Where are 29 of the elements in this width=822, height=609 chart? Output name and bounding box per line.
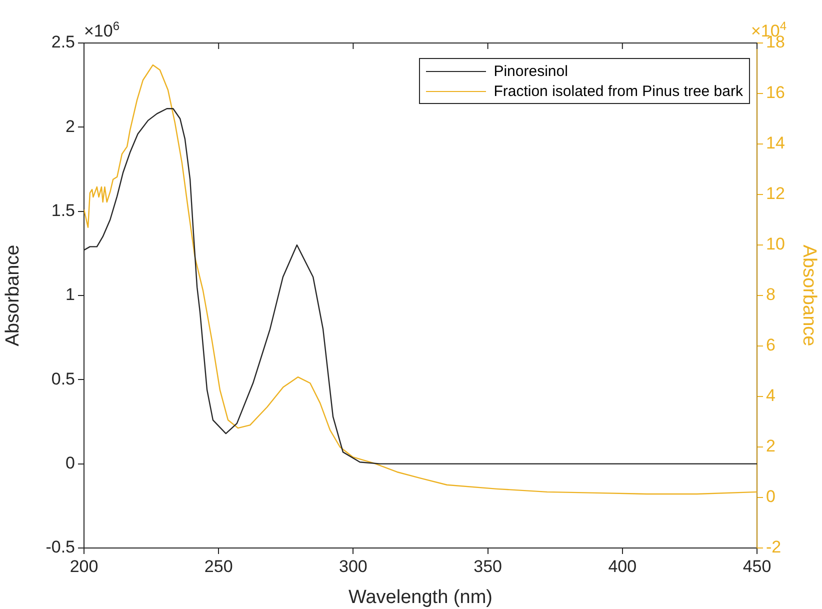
y2-tick-label: 16	[766, 83, 785, 102]
y-tick-label: 1	[66, 285, 75, 304]
x-tick-label: 200	[70, 556, 98, 576]
y2-tick-label: 10	[766, 234, 785, 254]
y-tick-label: 1.5	[51, 201, 75, 220]
y-axis-title: Absorbance	[2, 244, 24, 346]
y-tick-label: 2.5	[51, 32, 75, 52]
y2-tick-label: 0	[766, 487, 776, 506]
y2-tick-label: 2	[766, 436, 776, 456]
y2-tick-label: 6	[766, 336, 776, 355]
y2-tick-label: 12	[766, 184, 785, 204]
y-tick-label: 2	[66, 116, 75, 136]
y2-tick-label: -2	[766, 538, 782, 557]
legend-label: Fraction isolated from Pinus tree bark	[494, 82, 743, 100]
text: ×10$^{6}$	[84, 19, 120, 42]
y-tick-label: -0.5	[46, 538, 75, 557]
y2-axis-title: Absorbance	[798, 244, 820, 346]
x-tick-label: 300	[339, 556, 368, 576]
x-tick-label: 450	[742, 556, 772, 576]
x-tick-label: 400	[608, 556, 637, 576]
x-axis-title: Wavelength (nm)	[348, 586, 492, 608]
y2-tick-label: 14	[766, 134, 785, 153]
y2-tick-label: 4	[766, 386, 776, 406]
legend-label: Pinoresinol	[494, 62, 568, 80]
y-tick-label: 0.5	[51, 369, 75, 388]
y2-tick-label: 8	[766, 285, 776, 304]
x-tick-label: 250	[204, 556, 233, 576]
x-tick-label: 350	[474, 556, 502, 576]
y-tick-label: 0	[66, 454, 75, 473]
